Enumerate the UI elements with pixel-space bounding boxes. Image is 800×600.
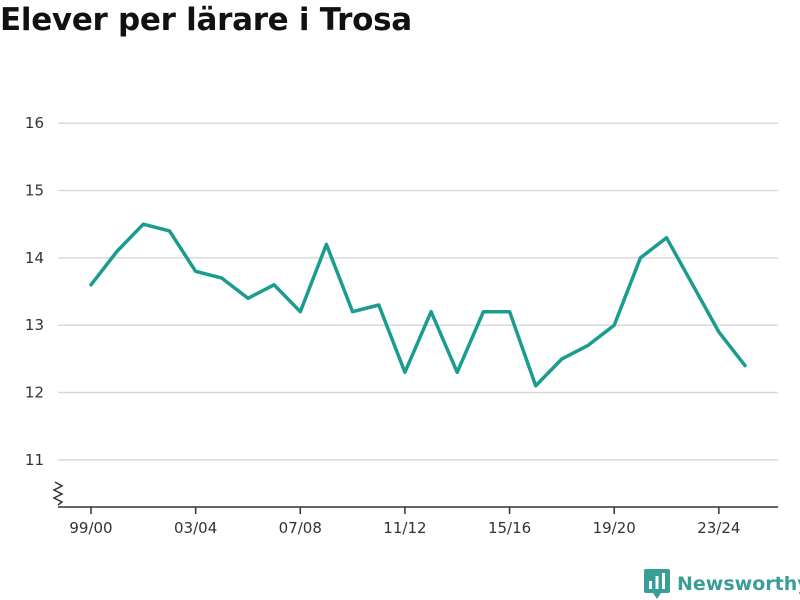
brand-logo: Newsworthy <box>644 568 800 600</box>
y-tick-label: 15 <box>25 182 44 200</box>
series-line <box>89 222 747 388</box>
x-axis <box>52 481 778 514</box>
y-axis-break-icon <box>52 481 64 506</box>
y-tick-label: 12 <box>25 384 44 402</box>
x-axis-tick-labels: 99/00 03/04 07/08 11/12 15/16 19/20 23/24 <box>69 519 740 537</box>
newsworthy-logo-icon <box>644 569 670 599</box>
y-tick-label: 11 <box>25 451 44 469</box>
gridlines <box>58 122 778 461</box>
x-tick-label: 15/16 <box>488 519 531 537</box>
x-tick-label: 11/12 <box>383 519 426 537</box>
x-tick-label: 99/00 <box>69 519 112 537</box>
y-tick-label: 14 <box>25 249 44 267</box>
x-tick-label: 19/20 <box>593 519 636 537</box>
x-tick-label: 03/04 <box>174 519 217 537</box>
x-tick-label: 07/08 <box>279 519 322 537</box>
y-axis-tick-labels: 11 12 13 14 15 16 <box>25 114 44 469</box>
brand-name: Newsworthy <box>677 573 800 595</box>
x-tick-label: 23/24 <box>697 519 740 537</box>
data-series <box>89 222 747 388</box>
y-tick-label: 13 <box>25 316 44 334</box>
y-tick-label: 16 <box>25 114 44 132</box>
chart-title: Elever per lärare i Trosa <box>0 2 412 38</box>
